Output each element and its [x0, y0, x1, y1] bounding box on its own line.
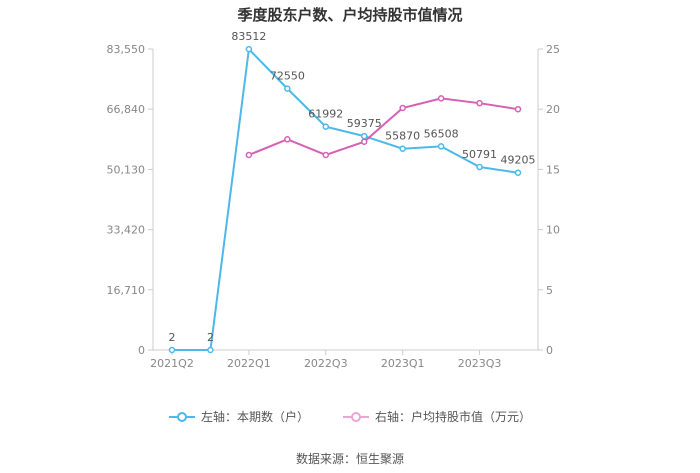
chart-title: 季度股东户数、户均持股市值情况: [237, 6, 463, 24]
x-axis-tick-label: 2022Q1: [227, 357, 271, 370]
series-households-point: [514, 169, 522, 176]
left-axis-tick-label: 50,130: [107, 163, 146, 176]
series-households-data-label: 49205: [501, 154, 536, 167]
series-avg-value-point: [284, 136, 291, 143]
series-avg-value-point: [514, 105, 522, 113]
series-households-point: [360, 132, 368, 140]
series-households-point: [168, 346, 176, 354]
legend-item-households[interactable]: 左轴：本期数（户）: [168, 408, 309, 425]
series-avg-value-point: [476, 99, 483, 107]
series-households-line: [172, 46, 519, 351]
legend-swatch-households-icon: [168, 411, 195, 422]
x-axis-tick-label: 2023Q1: [381, 357, 425, 370]
series-avg-value-line: [248, 97, 519, 157]
left-axis-tick-label: 33,420: [107, 224, 146, 237]
right-axis-tick-label: 5: [546, 284, 553, 297]
series-households-data-label: 50791: [462, 148, 497, 161]
left-axis-tick-label: 16,710: [107, 284, 146, 297]
left-axis-tick-label: 0: [138, 344, 145, 357]
right-axis-tick-label: 20: [546, 103, 560, 116]
legend-label-households: 左轴：本期数（户）: [200, 410, 309, 424]
series-households-data-label: 56508: [424, 127, 459, 140]
series-households-data-label: 61992: [308, 108, 343, 121]
series-avg-value-point: [399, 104, 406, 112]
series-avg-value-point: [360, 138, 368, 145]
series-households-point: [284, 85, 291, 92]
series-households-point: [399, 145, 406, 152]
x-axis-tick-label: 2021Q2: [150, 357, 194, 370]
series-households-data-label: 2: [207, 331, 214, 344]
legend-label-avg-value: 右轴：户均持股市值（万元）: [375, 410, 532, 424]
series-avg-value-point: [437, 95, 445, 102]
legend-item-avg-value[interactable]: 右轴：户均持股市值（万元）: [343, 408, 531, 425]
source-note: 数据来源：恒生聚源: [295, 452, 404, 466]
series-households-point: [437, 143, 445, 150]
series-households-point: [245, 45, 253, 53]
series-households-data-label: 2: [169, 331, 176, 344]
x-axis-tick-label: 2022Q3: [304, 357, 348, 370]
chart-plot: 016,71033,42050,13066,84083,550051015202…: [107, 30, 561, 370]
x-axis-tick-label: 2023Q3: [458, 357, 502, 370]
series-avg-value-point: [245, 151, 253, 159]
left-axis-tick-label: 83,550: [107, 43, 146, 56]
series-households-data-label: 83512: [231, 30, 266, 43]
left-axis-tick-label: 66,840: [107, 103, 146, 116]
series-households-data-label: 55870: [385, 130, 420, 143]
right-axis-tick-label: 10: [546, 224, 560, 237]
series-households-data-label: 72550: [270, 70, 305, 83]
series-households-data-label: 59375: [347, 117, 382, 130]
series-avg-value-point: [322, 151, 330, 159]
legend: 左轴：本期数（户） 右轴：户均持股市值（万元）: [0, 408, 700, 425]
right-axis-tick-label: 15: [546, 163, 560, 176]
series-households-point: [322, 123, 330, 130]
legend-swatch-avg-value-icon: [343, 411, 369, 422]
series-households-point: [476, 163, 483, 171]
right-axis-tick-label: 0: [546, 344, 553, 357]
series-households-point: [207, 346, 214, 354]
right-axis-tick-label: 25: [546, 43, 560, 56]
